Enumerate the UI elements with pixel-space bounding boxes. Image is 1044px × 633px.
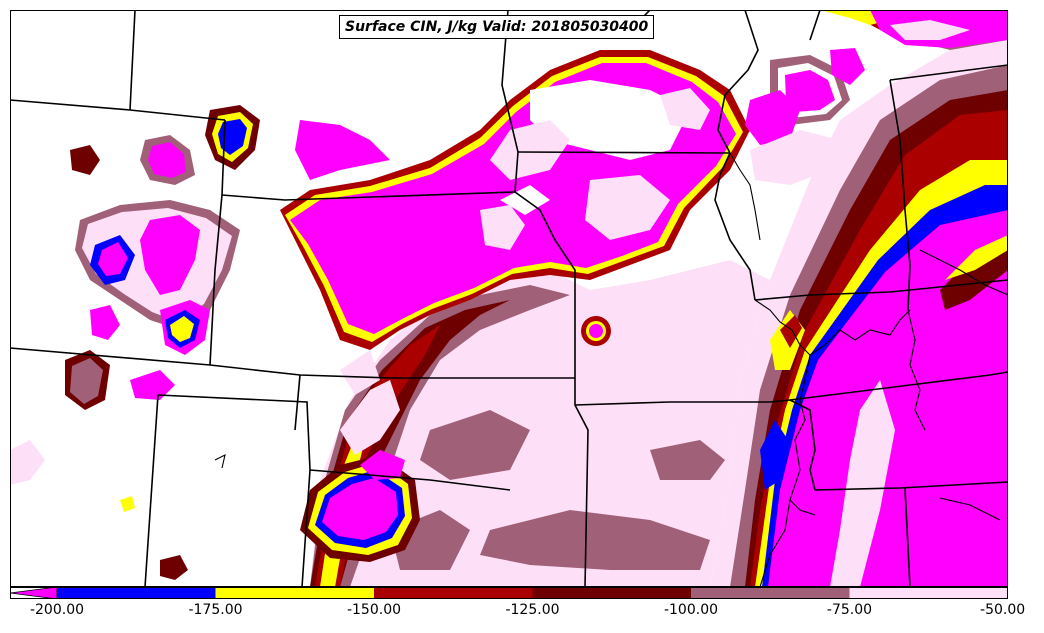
cin-cell-north bbox=[280, 50, 750, 350]
cin-cell-northeast bbox=[745, 10, 1008, 185]
colorbar-tick-label: -200.00 bbox=[29, 602, 85, 618]
map-title: Surface CIN, J/kg Valid: 201805030400 bbox=[339, 15, 655, 39]
colorbar-tick-label: -125.00 bbox=[505, 602, 560, 618]
river-lines bbox=[214, 152, 1008, 587]
colorbar-bin bbox=[691, 587, 850, 599]
state-boundaries bbox=[10, 10, 1008, 587]
cin-cell-isolated bbox=[581, 316, 611, 346]
colorbar-tick-labels: -200.00 -175.00 -150.00 -125.00 -100.00 … bbox=[0, 600, 1044, 630]
colorbar-tick-label: -50.00 bbox=[980, 602, 1026, 618]
cin-cells-west bbox=[10, 105, 260, 580]
colorbar-bins bbox=[57, 587, 1008, 599]
colorbar-outline bbox=[10, 587, 1008, 599]
cin-map bbox=[10, 10, 1008, 587]
colorbar bbox=[10, 587, 1008, 599]
cin-cell-southwest bbox=[300, 450, 420, 562]
map-area bbox=[10, 10, 1008, 587]
colorbar-extend-arrow bbox=[10, 587, 58, 599]
colorbar-bin bbox=[374, 587, 533, 599]
colorbar-bin bbox=[849, 587, 1008, 599]
colorbar-bin bbox=[532, 587, 691, 599]
colorbar-tick-label: -100.00 bbox=[663, 602, 719, 618]
colorbar-tick-label: -150.00 bbox=[346, 602, 402, 618]
colorbar-tick-label: -75.00 bbox=[826, 602, 873, 618]
colorbar-tick-label: -175.00 bbox=[188, 602, 243, 618]
colorbar-bin bbox=[57, 587, 216, 599]
colorbar-bin bbox=[215, 587, 374, 599]
